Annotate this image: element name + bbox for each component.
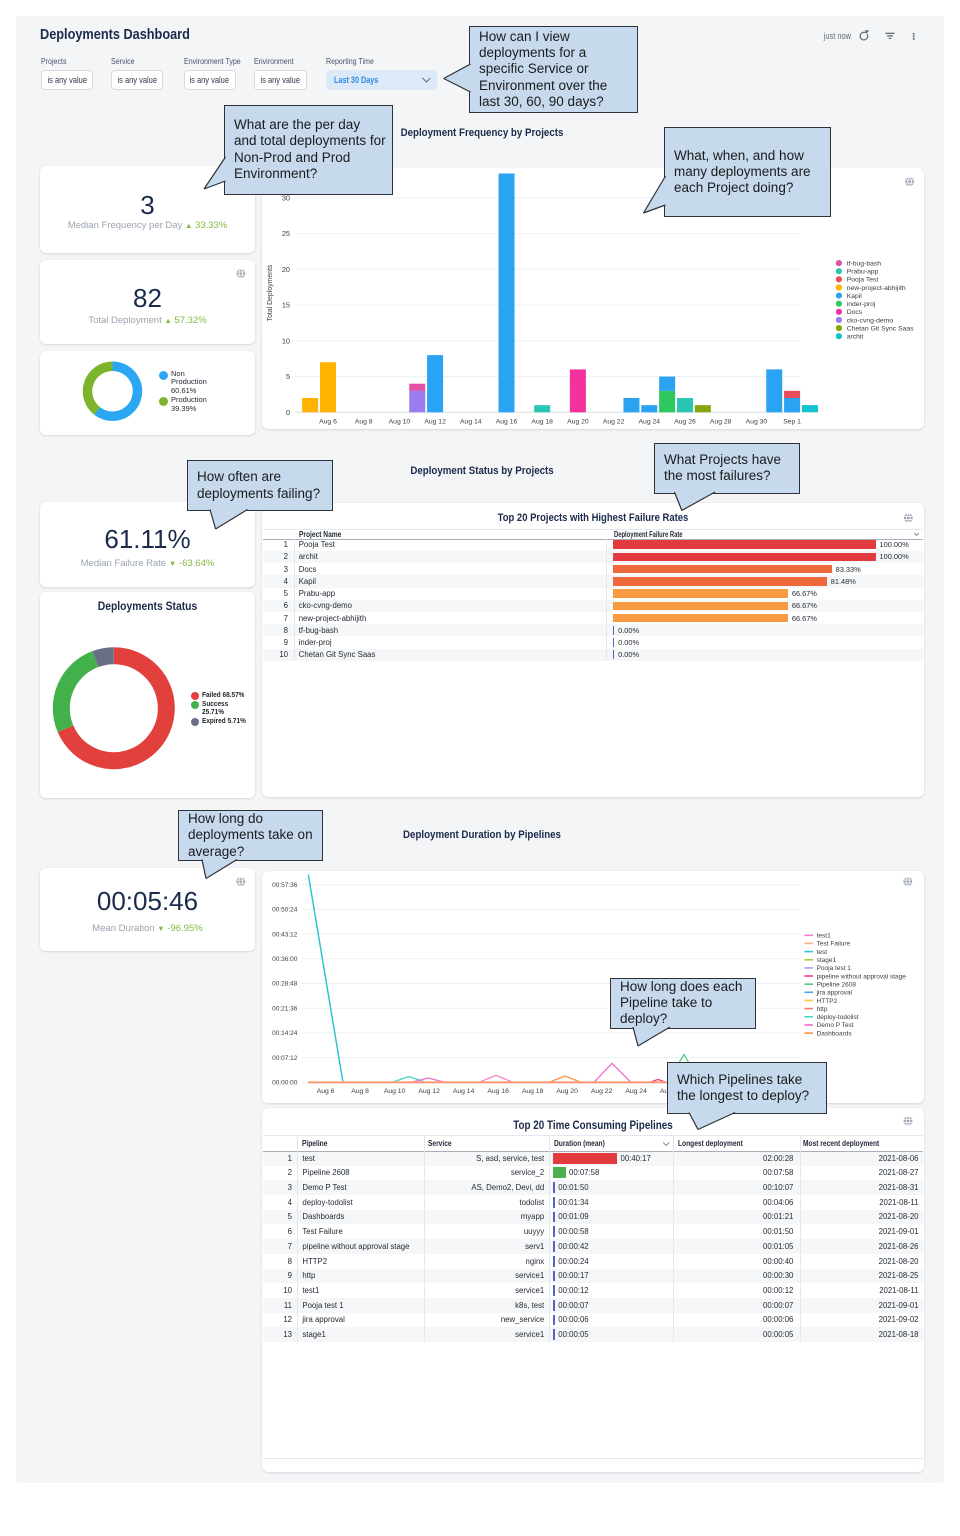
- svg-text:stage1: stage1: [817, 957, 837, 964]
- svg-text:Aug 18: Aug 18: [522, 1088, 544, 1095]
- svg-text:Aug 20: Aug 20: [556, 1088, 578, 1095]
- svg-text:Aug 10: Aug 10: [389, 418, 411, 425]
- svg-text:cko-cvng-demo: cko-cvng-demo: [847, 317, 894, 324]
- svg-text:Aug 10: Aug 10: [384, 1088, 406, 1095]
- svg-text:30: 30: [282, 193, 290, 202]
- svg-text:00:36:00: 00:36:00: [272, 956, 298, 963]
- svg-text:Aug 22: Aug 22: [603, 418, 625, 425]
- svg-text:pipeline without approval stag: pipeline without approval stage: [817, 973, 907, 980]
- svg-text:00:07:12: 00:07:12: [272, 1055, 298, 1062]
- svg-text:archit: archit: [847, 334, 864, 341]
- svg-text:20: 20: [282, 265, 290, 274]
- svg-text:jira approval: jira approval: [816, 990, 853, 997]
- svg-text:15: 15: [282, 301, 290, 310]
- svg-text:Aug 12: Aug 12: [424, 418, 446, 425]
- svg-text:Demo P Test: Demo P Test: [817, 1022, 854, 1029]
- svg-text:deploy-todolist: deploy-todolist: [817, 1014, 859, 1021]
- svg-text:Pooja Test: Pooja Test: [847, 277, 879, 284]
- svg-text:Aug 6: Aug 6: [317, 1088, 335, 1095]
- svg-text:Aug 28: Aug 28: [710, 418, 732, 425]
- svg-text:Aug 18: Aug 18: [531, 418, 553, 425]
- svg-text:Aug 20: Aug 20: [567, 418, 589, 425]
- svg-text:test1: test1: [817, 933, 831, 940]
- svg-text:inder-proj: inder-proj: [847, 301, 876, 308]
- svg-text:25: 25: [282, 229, 290, 238]
- svg-text:Aug 24: Aug 24: [639, 418, 661, 425]
- svg-text:Sep 1: Sep 1: [783, 418, 801, 425]
- svg-text:Chetan Git Sync Saas: Chetan Git Sync Saas: [847, 326, 914, 333]
- svg-text:00:50:24: 00:50:24: [272, 907, 298, 914]
- svg-text:tf-bug-bash: tf-bug-bash: [847, 261, 882, 268]
- svg-text:Aug 14: Aug 14: [460, 418, 482, 425]
- svg-text:Aug 12: Aug 12: [418, 1088, 440, 1095]
- svg-text:new-project-abhijith: new-project-abhijith: [847, 285, 906, 292]
- svg-text:Aug 30: Aug 30: [746, 418, 768, 425]
- svg-text:Aug 8: Aug 8: [355, 418, 373, 425]
- svg-text:0: 0: [286, 408, 290, 417]
- svg-text:Test Failure: Test Failure: [817, 941, 851, 948]
- svg-text:00:00:00: 00:00:00: [272, 1080, 298, 1087]
- svg-text:Aug 14: Aug 14: [453, 1088, 475, 1095]
- svg-text:00:28:48: 00:28:48: [272, 981, 298, 988]
- svg-text:Docs: Docs: [847, 309, 863, 316]
- svg-text:Aug 16: Aug 16: [487, 1088, 509, 1095]
- svg-text:Pipeline 2608: Pipeline 2608: [817, 982, 857, 989]
- svg-text:Aug 6: Aug 6: [319, 418, 337, 425]
- svg-text:Aug 26: Aug 26: [674, 418, 696, 425]
- svg-text:Kapil: Kapil: [847, 293, 863, 300]
- svg-text:Prabu-app: Prabu-app: [847, 269, 879, 276]
- svg-text:test: test: [817, 949, 828, 956]
- svg-text:Aug 24: Aug 24: [625, 1088, 647, 1095]
- svg-text:00:57:36: 00:57:36: [272, 882, 298, 889]
- svg-text:Pooja test 1: Pooja test 1: [817, 965, 852, 972]
- svg-text:00:21:36: 00:21:36: [272, 1005, 298, 1012]
- svg-text:5: 5: [286, 372, 290, 381]
- svg-text:Aug 22: Aug 22: [591, 1088, 613, 1095]
- svg-text:00:43:12: 00:43:12: [272, 931, 298, 938]
- svg-text:10: 10: [282, 336, 290, 345]
- svg-text:http: http: [817, 1006, 828, 1013]
- svg-text:00:14:24: 00:14:24: [272, 1030, 298, 1037]
- svg-text:HTTP2: HTTP2: [817, 998, 838, 1005]
- svg-text:Dashboards: Dashboards: [817, 1030, 853, 1037]
- svg-text:Total Deployments: Total Deployments: [267, 264, 274, 321]
- svg-text:Aug 16: Aug 16: [496, 418, 518, 425]
- svg-text:Aug 8: Aug 8: [351, 1088, 369, 1095]
